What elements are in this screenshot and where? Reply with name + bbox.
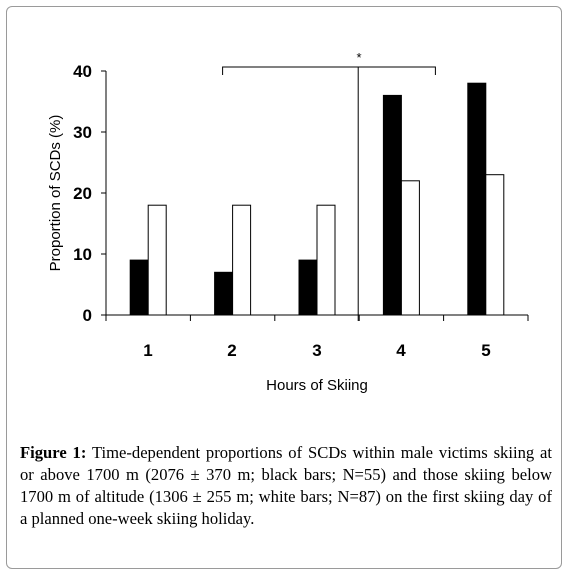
y-tick-label: 20 (73, 184, 92, 203)
x-axis-title: Hours of Skiing (266, 377, 368, 394)
x-tick-label: 4 (396, 341, 406, 360)
bar-black (214, 271, 234, 316)
bar-black (298, 259, 318, 316)
caption-label: Figure 1: (20, 443, 87, 462)
bar-black (382, 94, 402, 316)
x-tick-label: 3 (312, 341, 321, 360)
significance-bracket (222, 66, 436, 75)
x-tick-label: 2 (227, 341, 236, 360)
y-tick-label: 10 (73, 245, 92, 264)
bar-white (400, 180, 420, 316)
x-tick-labels: 1 2 3 4 5 (143, 341, 490, 360)
y-axis-title: Proportion of SCDs (%) (47, 115, 64, 272)
x-tick-label: 1 (143, 341, 152, 360)
chart-marks (101, 66, 529, 321)
bar-white (485, 174, 505, 316)
y-tick-label: 30 (73, 123, 92, 142)
significance-star: * (356, 50, 361, 65)
bar-black (129, 259, 149, 316)
figure-caption: Figure 1: Time-dependent proportions of … (20, 442, 552, 530)
bar-black (467, 82, 487, 316)
bar-white (316, 204, 336, 316)
y-tick-labels: 0 10 20 30 40 (73, 62, 92, 325)
y-tick-label: 0 (83, 306, 92, 325)
bar-white (232, 204, 252, 316)
bar-chart: 0 10 20 30 40 1 2 3 4 5 Hours of Skiing … (47, 50, 529, 394)
bar-white (147, 204, 167, 316)
x-tick-label: 5 (481, 341, 490, 360)
y-tick-label: 40 (73, 62, 92, 81)
caption-text: Time-dependent proportions of SCDs withi… (20, 443, 552, 528)
